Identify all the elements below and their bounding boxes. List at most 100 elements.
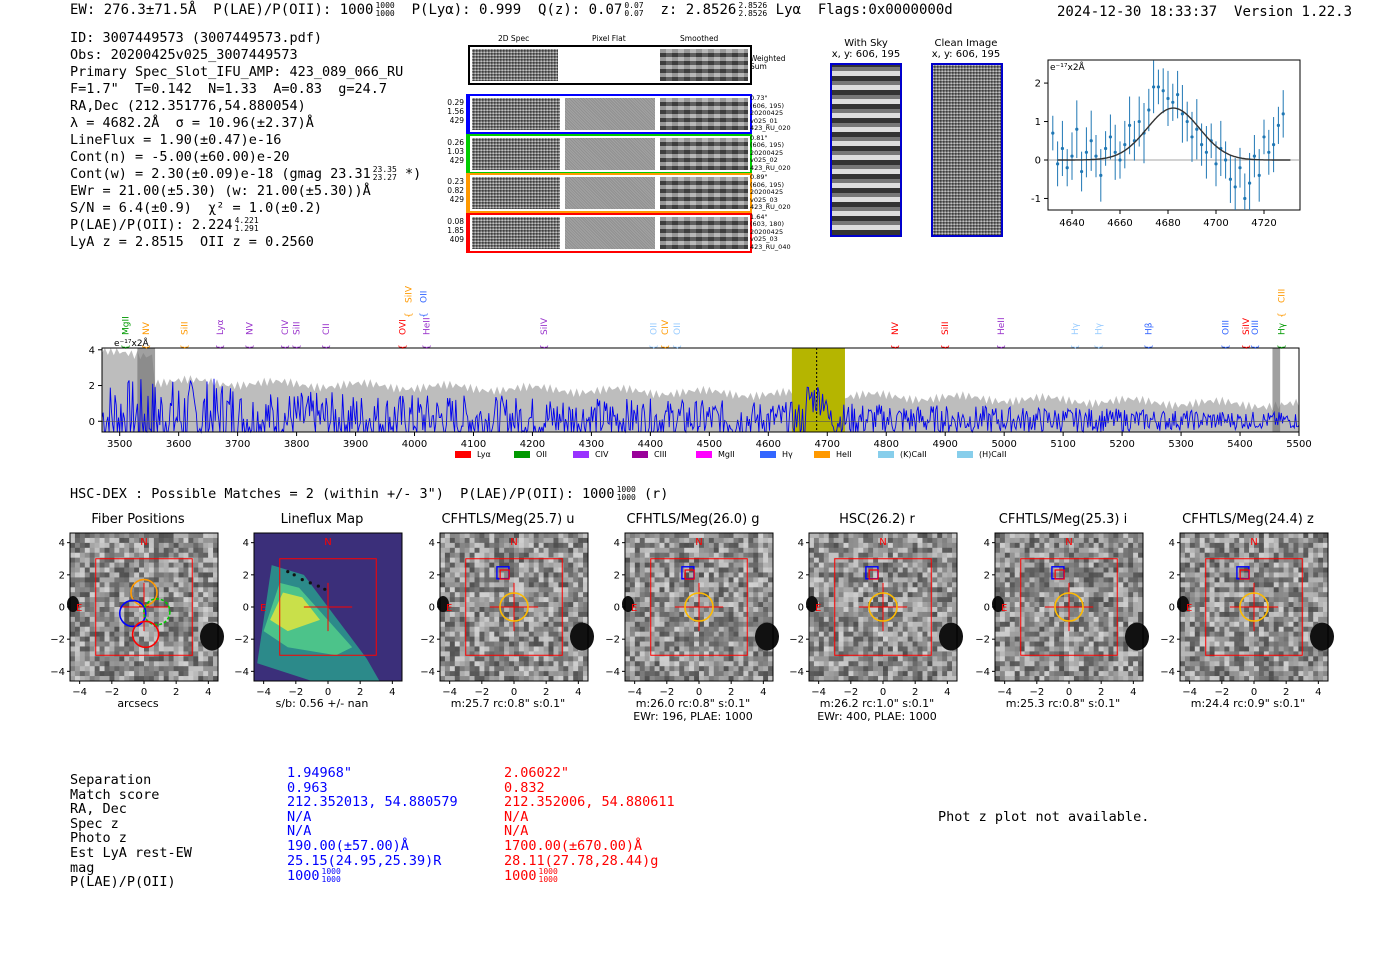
pixel (828, 533, 834, 539)
legend-label: CIII (654, 450, 667, 459)
pixel (1088, 542, 1094, 549)
pixel (1019, 636, 1025, 642)
pixel (139, 656, 145, 662)
col-2d-spec: 2D Spec (498, 34, 530, 43)
x-tick-label: 4 (205, 687, 211, 698)
pixel (947, 602, 953, 608)
pixel (440, 671, 446, 677)
pixel (538, 552, 544, 558)
pixel (649, 547, 655, 554)
pixel (543, 636, 549, 642)
pixel (1059, 557, 1065, 563)
pixel (139, 552, 145, 558)
pixel (1049, 607, 1055, 613)
pixel (1108, 533, 1114, 539)
pixel (84, 646, 91, 652)
pixel (158, 671, 165, 677)
pixel (917, 582, 923, 588)
pixel (543, 582, 549, 588)
pixel (699, 592, 705, 598)
pixel (494, 656, 500, 662)
pixel (484, 572, 490, 578)
pixel (1054, 562, 1060, 568)
pixel (699, 562, 705, 568)
pixel (887, 533, 894, 539)
pixel (1078, 616, 1085, 623)
plae-label: P(LAE)/P(OII): (213, 2, 332, 18)
pixel (892, 572, 899, 578)
pixel (1059, 656, 1065, 662)
pixel (848, 582, 854, 588)
fiber-info-line: 20200425 (750, 227, 784, 236)
pixel (148, 641, 155, 647)
pixel (139, 592, 145, 598)
pixel (947, 552, 953, 558)
pixel (674, 636, 680, 642)
pixel (573, 537, 579, 544)
pixel (124, 616, 130, 623)
pixel (713, 577, 720, 583)
pixel (897, 661, 904, 667)
pixel (528, 636, 535, 642)
pixel (464, 641, 470, 647)
pixel (504, 533, 510, 539)
pixel (578, 592, 584, 598)
pixel (927, 552, 933, 558)
pixel (1034, 582, 1040, 588)
pixel (538, 607, 544, 613)
emission-line-label: SiII (293, 321, 303, 335)
pixel (153, 661, 160, 667)
pixel (728, 552, 734, 558)
pixel (548, 602, 554, 608)
pixel (148, 626, 155, 632)
pixel (129, 537, 135, 544)
pixel (917, 562, 923, 568)
pixel (568, 651, 574, 657)
pixel (1118, 547, 1124, 554)
pixel (158, 616, 165, 623)
pixel (1103, 671, 1109, 677)
pixel (449, 592, 456, 598)
pixel (499, 656, 505, 662)
pixel (1069, 661, 1075, 667)
pixel (639, 631, 646, 637)
pixel (553, 646, 559, 652)
pixel (932, 651, 938, 657)
pixel (768, 587, 774, 593)
fiber-smooth (660, 137, 748, 170)
data-point (1204, 150, 1208, 154)
emission-line-bracket: { (181, 344, 191, 350)
pixel (1009, 626, 1016, 632)
pixel (738, 631, 744, 637)
pixel (868, 641, 874, 647)
pixel (1098, 537, 1104, 544)
pixel (644, 641, 650, 647)
pixel (1054, 577, 1060, 583)
pixel (114, 676, 120, 682)
pixel (449, 656, 456, 662)
pixel (887, 671, 894, 677)
pixel (868, 621, 874, 628)
pixel (1098, 631, 1104, 637)
pixel (484, 577, 490, 583)
pixel (639, 582, 646, 588)
lower-line-marker: CIV{ (661, 319, 671, 350)
pixel (124, 636, 130, 642)
pixel (892, 626, 899, 632)
pixel (89, 547, 95, 554)
pixel (528, 577, 535, 583)
pixel (1118, 651, 1124, 657)
pixel (758, 557, 764, 563)
cutout-caption-line1: m:26.0 rc:0.8" s:0.1" (635, 697, 751, 710)
pixel (942, 592, 948, 598)
pixel (684, 562, 690, 568)
pixel (518, 572, 525, 578)
pixel (1034, 552, 1040, 558)
pixel (124, 626, 130, 632)
fiber-stat: 409 (449, 234, 464, 244)
data-point (1128, 123, 1132, 127)
pixel (634, 621, 641, 628)
pixel (723, 597, 729, 603)
pixel (753, 611, 759, 618)
data-point (1113, 150, 1117, 154)
